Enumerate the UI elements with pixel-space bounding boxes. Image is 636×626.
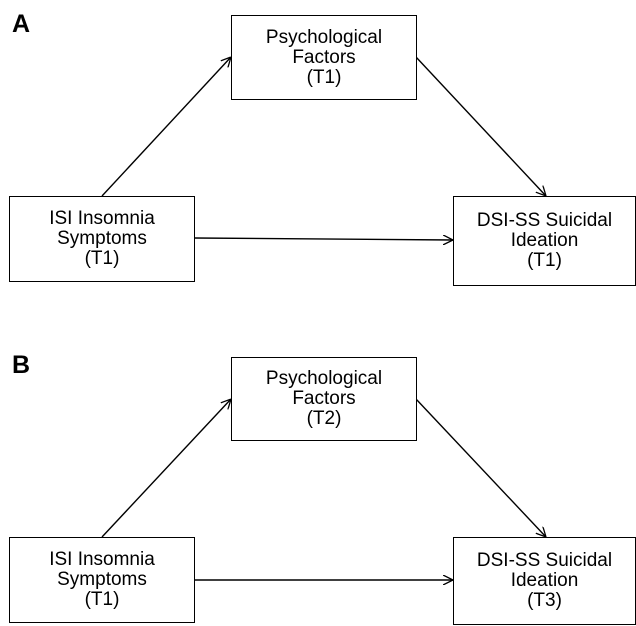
predictor-line-3: (T1)	[84, 589, 120, 610]
predictor-box-a: ISI Insomnia Symptoms (T1)	[9, 196, 195, 282]
predictor-line-3: (T1)	[84, 248, 120, 269]
arrow-a-mediator-to-outcome	[415, 56, 546, 196]
predictor-line-1: ISI Insomnia	[49, 208, 155, 229]
arrow-a-predictor-to-outcome	[193, 238, 453, 240]
mediator-box-b: Psychological Factors (T2)	[231, 357, 417, 441]
predictor-box-b: ISI Insomnia Symptoms (T1)	[9, 537, 195, 623]
outcome-line-2: Ideation	[510, 570, 579, 591]
arrow-b-mediator-to-outcome	[415, 398, 546, 537]
outcome-line-2: Ideation	[510, 230, 579, 251]
outcome-line-3: (T3)	[527, 590, 562, 611]
predictor-line-2: Symptoms	[57, 228, 147, 249]
outcome-line-3: (T1)	[527, 250, 562, 271]
panel-label-b: B	[12, 351, 31, 379]
predictor-line-2: Symptoms	[57, 569, 147, 590]
arrow-b-predictor-to-mediator	[101, 399, 231, 538]
mediator-line-1: Psychological	[265, 368, 383, 389]
mediator-line-2: Factors	[292, 46, 356, 68]
arrow-a-predictor-to-mediator	[101, 57, 231, 197]
outcome-line-1: DSI-SS Suicidal	[476, 210, 613, 231]
outcome-box-a: DSI-SS Suicidal Ideation (T1)	[453, 196, 636, 286]
mediator-line-2: Factors	[292, 388, 356, 409]
predictor-line-1: ISI Insomnia	[49, 549, 155, 570]
mediator-line-3: (T2)	[306, 408, 342, 429]
outcome-line-1: DSI-SS Suicidal	[476, 550, 613, 571]
outcome-box-b: DSI-SS Suicidal Ideation (T3)	[453, 537, 636, 625]
panel-label-a: A	[12, 10, 31, 38]
mediator-line-1: Psychological	[265, 26, 383, 48]
mediator-box-a: Psychological Factors (T1)	[231, 15, 417, 100]
mediator-line-3: (T1)	[306, 66, 342, 88]
